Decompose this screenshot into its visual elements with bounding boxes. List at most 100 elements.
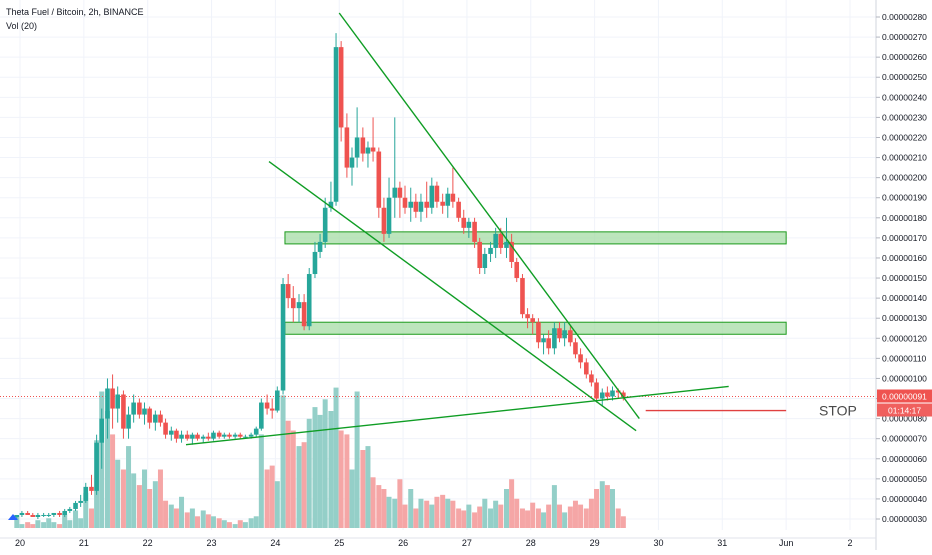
volume-bar: [274, 481, 280, 528]
volume-bar: [14, 516, 20, 528]
last-price-label: 0.00000091: [882, 392, 927, 402]
volume-bar: [599, 481, 605, 528]
y-tick-label: 0.00000140: [882, 293, 927, 303]
candle-body: [253, 428, 259, 435]
candle-body: [349, 157, 355, 168]
candle-body: [541, 338, 546, 343]
candle-body: [67, 508, 73, 511]
candle-body: [248, 434, 254, 437]
x-tick-label: Jun: [779, 538, 794, 548]
volume-bar: [312, 407, 318, 528]
volume-bar: [322, 399, 328, 528]
volume-bar: [83, 492, 89, 528]
candle-body: [169, 430, 174, 435]
candle-body: [466, 221, 472, 228]
candle-body: [131, 402, 136, 415]
volume-bar: [609, 489, 615, 528]
volume-bar: [514, 498, 520, 528]
y-tick-label: 0.00000180: [882, 213, 927, 223]
candle-body: [509, 241, 514, 262]
y-tick-label: 0.00000030: [882, 514, 927, 524]
y-tick-label: 0.00000120: [882, 333, 927, 343]
volume-bar: [365, 446, 371, 528]
volume-bar: [142, 469, 147, 528]
x-tick-label: 31: [717, 538, 727, 548]
volume-bar: [237, 520, 243, 528]
volume-bar: [466, 504, 472, 528]
volume-bar: [567, 506, 573, 528]
volume-bar: [328, 411, 334, 528]
candle-body: [222, 434, 227, 437]
candle-body: [200, 436, 206, 439]
candle-body: [418, 201, 424, 212]
candle-body: [615, 390, 621, 393]
volume-bar: [392, 498, 398, 528]
y-tick-label: 0.00000060: [882, 454, 927, 464]
candle-body: [429, 185, 435, 208]
candle-body: [568, 330, 573, 343]
y-tick-label: 0.00000130: [882, 313, 927, 323]
volume-bar: [530, 502, 536, 528]
x-tick-label: 20: [15, 538, 25, 548]
candle-body: [392, 187, 398, 198]
candle-body: [78, 500, 83, 503]
volume-bar: [258, 434, 264, 528]
candle-body: [99, 418, 105, 443]
candle-body: [211, 432, 216, 439]
candle-body: [30, 514, 36, 517]
candle-body: [424, 201, 429, 208]
x-tick-label: 30: [653, 538, 663, 548]
candle-body: [440, 201, 445, 206]
volume-bar: [333, 387, 339, 528]
candle-body: [472, 221, 477, 242]
candle-body: [280, 284, 286, 391]
candle-body: [376, 151, 382, 208]
volume-bar: [301, 442, 307, 528]
y-tick-label: 0.00000250: [882, 72, 927, 82]
y-tick-label: 0.00000190: [882, 193, 927, 203]
candle-body: [402, 197, 408, 208]
candle-body: [578, 354, 583, 363]
volume-bar: [440, 494, 446, 528]
candle-body: [306, 274, 312, 327]
volume-bar: [290, 430, 296, 528]
volume-bar: [163, 500, 169, 528]
candle-body: [322, 207, 328, 242]
volume-bar: [551, 485, 557, 528]
volume-bar: [408, 489, 414, 528]
volume-bar: [194, 516, 200, 528]
candle-body: [115, 394, 120, 409]
volume-indicator-label[interactable]: Vol (20): [6, 21, 38, 31]
candle-body: [237, 434, 243, 437]
x-tick-label: 28: [526, 538, 536, 548]
candle-body: [317, 241, 323, 252]
volume-bar: [397, 479, 403, 528]
volume-bar: [338, 430, 344, 528]
y-tick-label: 0.00000160: [882, 253, 927, 263]
candle-body: [89, 486, 94, 491]
candle-body: [328, 201, 334, 208]
chart-title[interactable]: Theta Fuel / Bitcoin, 2h, BINANCE: [6, 7, 144, 17]
volume-bar: [509, 479, 515, 528]
candle-body: [153, 414, 158, 423]
candle-body: [381, 207, 387, 234]
volume-bar: [221, 520, 227, 528]
volume-bar: [25, 522, 31, 528]
volume-bar: [386, 496, 392, 528]
candle-body: [498, 233, 504, 248]
candle-body: [344, 127, 350, 168]
last-price-badge: [877, 389, 932, 403]
volume-bar: [376, 485, 382, 528]
volume-bar: [115, 459, 121, 528]
x-tick-label: 29: [590, 538, 600, 548]
candle-body: [46, 514, 52, 516]
volume-bar: [280, 395, 286, 528]
candle-body: [557, 328, 562, 339]
candle-body: [285, 284, 291, 299]
y-tick-label: 0.00000200: [882, 173, 927, 183]
volume-bar: [35, 520, 41, 528]
candle-body: [83, 486, 89, 501]
candle-body: [397, 187, 403, 198]
